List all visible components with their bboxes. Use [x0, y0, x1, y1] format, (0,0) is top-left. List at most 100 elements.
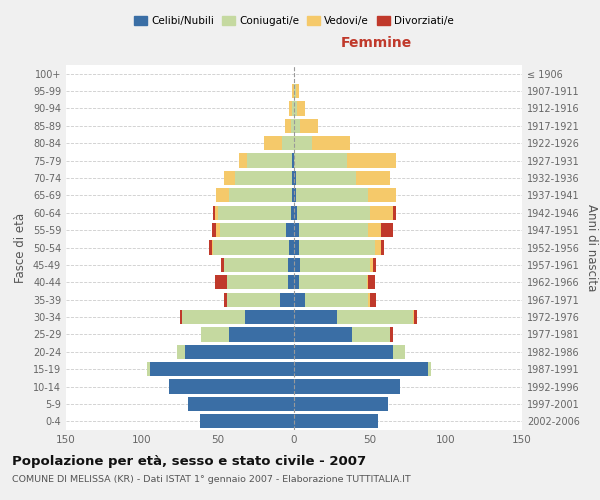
- Bar: [182, 310, 245, 324]
- Bar: [296, 188, 368, 202]
- Bar: [294, 414, 377, 428]
- Bar: [294, 344, 393, 359]
- Bar: [294, 118, 300, 133]
- Bar: [337, 310, 413, 324]
- Bar: [214, 240, 289, 254]
- Bar: [227, 275, 288, 289]
- Text: Femmine: Femmine: [340, 36, 412, 51]
- Bar: [299, 223, 368, 237]
- Bar: [185, 344, 294, 359]
- Bar: [370, 206, 393, 220]
- Bar: [217, 223, 220, 237]
- Bar: [294, 171, 296, 185]
- Bar: [294, 154, 347, 168]
- Bar: [217, 188, 229, 202]
- Bar: [229, 328, 294, 342]
- Bar: [282, 136, 294, 150]
- Bar: [292, 171, 294, 185]
- Bar: [300, 118, 319, 133]
- Bar: [247, 154, 292, 168]
- Bar: [215, 206, 218, 220]
- Bar: [294, 362, 428, 376]
- Bar: [294, 206, 297, 220]
- Bar: [294, 136, 312, 150]
- Bar: [300, 258, 370, 272]
- Bar: [294, 328, 352, 342]
- Bar: [227, 292, 280, 307]
- Bar: [188, 397, 294, 411]
- Y-axis label: Fasce di età: Fasce di età: [14, 212, 27, 282]
- Bar: [374, 240, 380, 254]
- Bar: [149, 362, 294, 376]
- Bar: [368, 292, 370, 307]
- Bar: [294, 380, 400, 394]
- Bar: [296, 171, 356, 185]
- Bar: [356, 171, 390, 185]
- Bar: [218, 206, 291, 220]
- Bar: [224, 258, 288, 272]
- Bar: [212, 240, 214, 254]
- Bar: [245, 310, 294, 324]
- Bar: [294, 188, 296, 202]
- Bar: [368, 188, 396, 202]
- Bar: [299, 240, 374, 254]
- Bar: [239, 154, 247, 168]
- Bar: [368, 275, 374, 289]
- Bar: [289, 240, 294, 254]
- Bar: [413, 310, 414, 324]
- Bar: [352, 328, 390, 342]
- Bar: [393, 206, 396, 220]
- Bar: [428, 362, 431, 376]
- Bar: [169, 380, 294, 394]
- Bar: [215, 275, 227, 289]
- Bar: [294, 240, 299, 254]
- Bar: [347, 154, 396, 168]
- Bar: [289, 102, 292, 116]
- Bar: [292, 102, 294, 116]
- Bar: [299, 275, 367, 289]
- Bar: [294, 292, 305, 307]
- Bar: [201, 328, 229, 342]
- Bar: [200, 414, 294, 428]
- Bar: [221, 258, 224, 272]
- Bar: [390, 328, 393, 342]
- Bar: [224, 171, 235, 185]
- Bar: [312, 136, 350, 150]
- Bar: [370, 292, 376, 307]
- Bar: [296, 84, 299, 98]
- Bar: [305, 292, 368, 307]
- Legend: Celibi/Nubili, Coniugati/e, Vedovi/e, Divorziati/e: Celibi/Nubili, Coniugati/e, Vedovi/e, Di…: [130, 12, 458, 30]
- Bar: [291, 206, 294, 220]
- Bar: [286, 223, 294, 237]
- Bar: [294, 102, 297, 116]
- Bar: [177, 344, 185, 359]
- Bar: [294, 84, 296, 98]
- Bar: [285, 118, 291, 133]
- Bar: [294, 223, 299, 237]
- Bar: [209, 240, 212, 254]
- Bar: [263, 136, 282, 150]
- Bar: [212, 223, 217, 237]
- Bar: [146, 362, 149, 376]
- Bar: [368, 223, 380, 237]
- Bar: [235, 171, 292, 185]
- Bar: [291, 118, 294, 133]
- Y-axis label: Anni di nascita: Anni di nascita: [585, 204, 598, 291]
- Bar: [292, 188, 294, 202]
- Bar: [367, 275, 368, 289]
- Bar: [370, 258, 373, 272]
- Bar: [224, 292, 227, 307]
- Bar: [214, 206, 215, 220]
- Bar: [393, 344, 405, 359]
- Bar: [373, 258, 376, 272]
- Bar: [229, 188, 292, 202]
- Bar: [220, 223, 286, 237]
- Bar: [414, 310, 417, 324]
- Bar: [294, 275, 299, 289]
- Bar: [292, 84, 294, 98]
- Bar: [297, 102, 305, 116]
- Bar: [280, 292, 294, 307]
- Text: COMUNE DI MELISSA (KR) - Dati ISTAT 1° gennaio 2007 - Elaborazione TUTTITALIA.IT: COMUNE DI MELISSA (KR) - Dati ISTAT 1° g…: [12, 475, 411, 484]
- Bar: [292, 154, 294, 168]
- Bar: [294, 258, 300, 272]
